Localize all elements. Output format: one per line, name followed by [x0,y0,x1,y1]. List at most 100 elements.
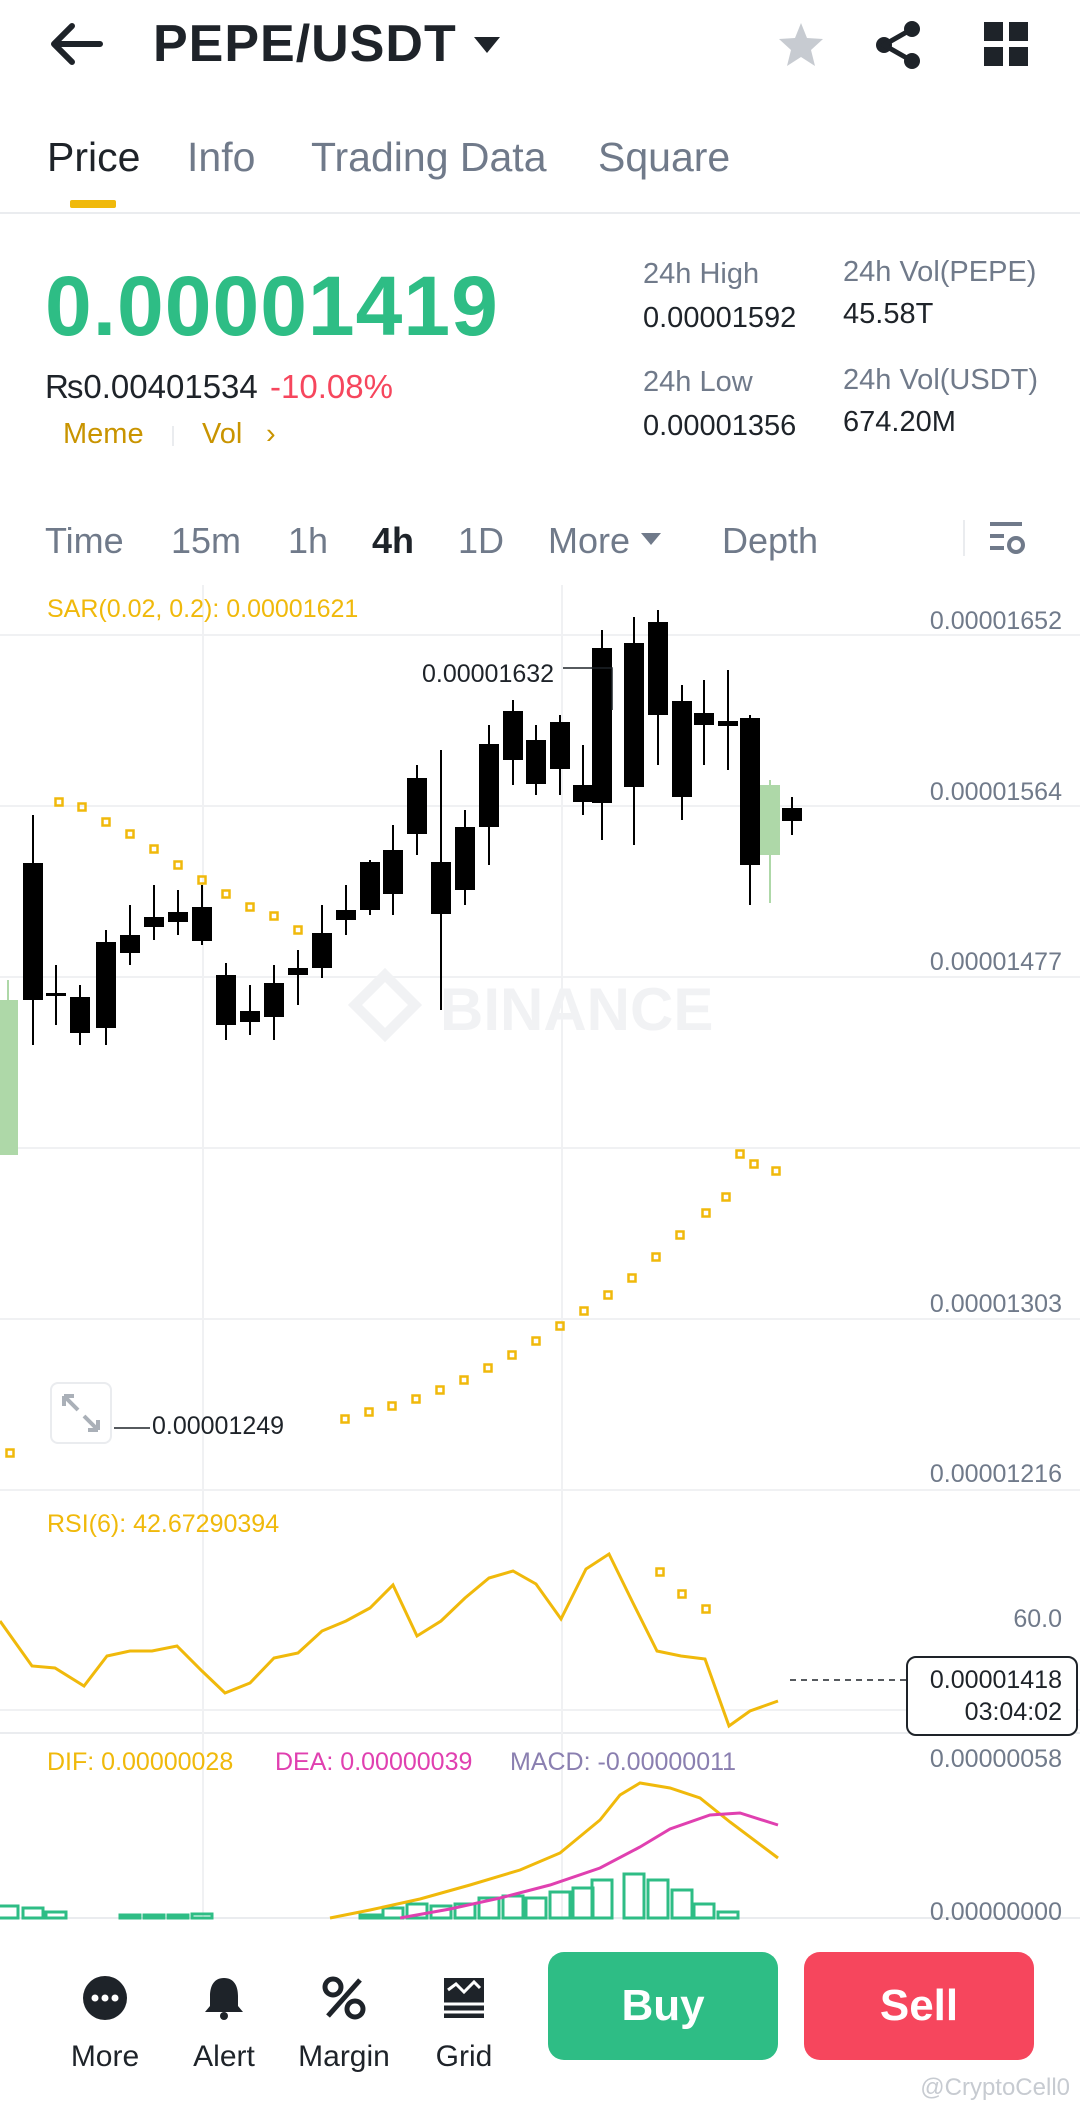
macd-bar [190,1912,214,1920]
rsi-label: RSI(6): 42.67290394 [47,1510,280,1538]
macd-bar [670,1888,694,1920]
last-price: 0.00001419 [45,259,499,353]
high-label: 24h High [643,258,760,290]
candle-body [573,785,593,802]
sar-dots [5,797,781,1614]
chevron-right-icon[interactable]: › [266,418,276,450]
interval-1d[interactable]: 1D [458,520,505,561]
interval-time[interactable]: Time [45,520,124,561]
vol-pepe-label: 24h Vol(PEPE) [843,256,1037,288]
macd-bar [405,1902,429,1920]
tab-trading-data[interactable]: Trading Data [311,134,547,180]
buy-button[interactable]: Buy [548,1952,778,2060]
sar-dot [483,1363,493,1373]
rsi-tick: 60.0 [1013,1605,1062,1633]
expand-icon [62,1394,100,1432]
tab-price[interactable]: Price [47,134,141,180]
macd-bar [716,1910,740,1920]
vol-usdt-value: 674.20M [843,406,956,438]
caret-down-icon[interactable] [472,35,502,55]
macd-bar [21,1906,45,1920]
margin-label: Margin [298,2040,390,2073]
candle-body [760,785,780,855]
sar-dot [603,1290,613,1300]
expand-chart-button[interactable] [50,1382,112,1444]
low-value: 0.00001356 [643,410,797,442]
sar-dot [245,902,255,912]
sar-dot [101,817,111,827]
back-arrow-icon[interactable] [48,22,104,66]
chart-canvas[interactable]: BINANCE [0,585,1080,1920]
grid-icon[interactable] [984,22,1028,66]
tag-vol[interactable]: Vol [202,418,243,450]
share-icon[interactable] [874,20,922,70]
vol-pepe-value: 45.58T [843,298,934,330]
tag-divider [172,426,174,446]
candle-body [192,907,212,941]
divider [963,520,965,556]
macd-bar [524,1896,548,1920]
candle-body [672,701,692,797]
chart-settings-icon[interactable] [988,518,1028,558]
grid-trading-icon [444,1978,484,2018]
macd-bar [622,1872,646,1920]
sar-dot [721,1192,731,1202]
macd-label: MACD: -0.00000011 [510,1748,737,1776]
candle-body [144,917,164,927]
sar-dot [435,1385,445,1395]
sar-dot [531,1336,541,1346]
candle-body [312,933,332,968]
tab-info[interactable]: Info [187,134,256,180]
sar-dot [54,797,64,807]
candle-body [23,863,43,1000]
sar-dot [149,844,159,854]
tag-meme[interactable]: Meme [63,418,144,450]
page-tabs: Price Info Trading Data Square [0,120,1080,214]
trading-pair-title[interactable]: PEPE/USDT [153,15,457,73]
candle-body [407,778,427,834]
vol-usdt-label: 24h Vol(USDT) [843,364,1039,396]
rsi-line [0,1551,779,1729]
sar-dot [701,1208,711,1218]
current-price-value: 0.00001418 [929,1666,1062,1694]
candle-body [455,827,475,890]
sar-dot [651,1252,661,1262]
caret-down-icon[interactable] [640,532,662,546]
candle-body [336,910,356,920]
candles [0,610,802,1155]
watermark-text: BINANCE [440,976,713,1043]
candle-body [526,740,546,784]
high-marker-line [563,667,613,710]
candle-body [383,850,403,894]
alert-label: Alert [193,2040,255,2073]
candle-countdown: 03:04:02 [964,1698,1062,1726]
candle-body [216,975,236,1025]
tab-square[interactable]: Square [598,134,731,180]
candle-body [718,721,738,726]
macd-series [0,1781,779,1920]
price-change-percent: -10.08% [270,368,393,405]
candle-body [694,713,714,725]
candle-body [592,648,612,803]
candle-body [264,983,284,1017]
watermark-logo [347,967,423,1043]
sar-dot [771,1166,781,1176]
candle-body [96,942,116,1028]
interval-15m[interactable]: 15m [171,520,242,561]
kline-chart[interactable]: BINANCE SAR(0.02, 0.2): 0.00001621 0.000… [0,585,1080,1926]
depth-tab[interactable]: Depth [722,520,819,561]
candle-body [240,1011,260,1022]
candle-body [288,968,308,975]
sell-button[interactable]: Sell [804,1952,1034,2060]
interval-more[interactable]: More [548,520,631,561]
sar-dot [269,911,279,921]
sar-dot [411,1394,421,1404]
star-icon[interactable] [776,20,826,70]
sar-dot [655,1567,665,1577]
interval-1h[interactable]: 1h [288,520,329,561]
sar-dot [701,1604,711,1614]
bottom-action-bar: More Alert Margin Grid Buy Sell @CryptoC… [0,1920,1080,2110]
interval-4h[interactable]: 4h [372,520,415,561]
percent-icon [322,1976,366,2020]
sar-dot [364,1407,374,1417]
